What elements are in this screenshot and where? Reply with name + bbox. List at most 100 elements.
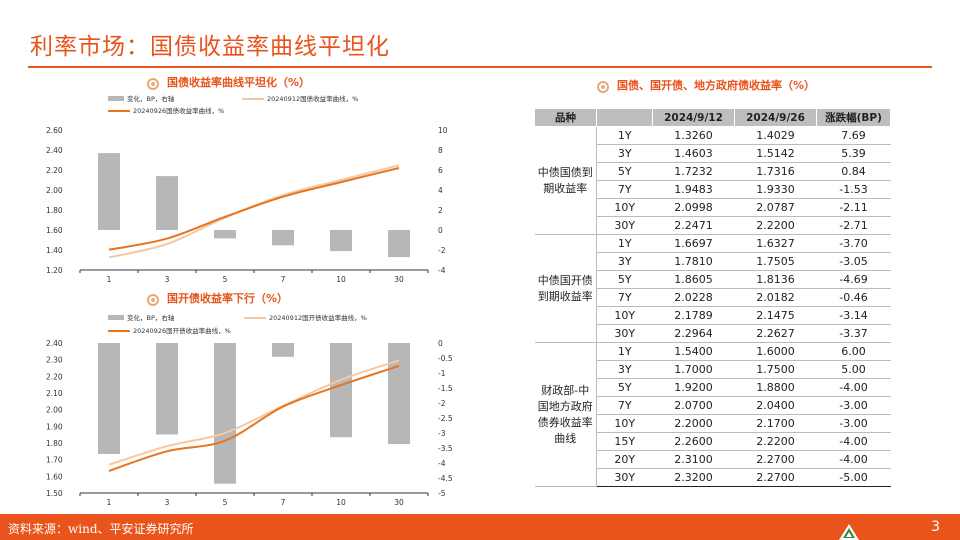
y-tick-label: 1.90 [46, 422, 63, 431]
page-title: 利率市场：国债收益率曲线平坦化 [30, 34, 390, 60]
value-0926-cell: 2.2700 [734, 468, 817, 487]
change-cell: -4.00 [816, 432, 891, 451]
y-tick-label: 2.60 [46, 126, 63, 135]
table-row: 30Y 2.2964 2.2627 -3.37 [535, 324, 891, 343]
bar-change [329, 343, 353, 438]
x-tick-label: 5 [223, 275, 228, 284]
value-0926-cell: 2.0787 [734, 198, 817, 217]
table-row: 10Y 2.0998 2.0787 -2.11 [535, 198, 891, 217]
value-0926-cell: 2.0182 [734, 288, 817, 307]
bar-change [271, 230, 295, 246]
value-0926-cell: 1.8136 [734, 270, 817, 289]
table-row: 中债国债到期收益率 1Y 1.3260 1.4029 7.69 [534, 126, 891, 235]
line-series-0912 [108, 359, 400, 466]
value-0912-cell: 1.4603 [652, 144, 735, 163]
y-tick-label: 1.20 [46, 266, 63, 275]
value-0926-cell: 2.2700 [734, 450, 817, 469]
footer-bar [0, 514, 960, 540]
tenor-cell: 5Y [596, 162, 653, 181]
y2-tick-label: 2 [438, 206, 443, 215]
change-cell: -2.11 [816, 198, 891, 217]
value-0926-cell: 2.2200 [734, 432, 817, 451]
y-tick-label: 2.10 [46, 389, 63, 398]
table-row: 5Y 1.8605 1.8136 -4.69 [535, 270, 891, 289]
y-tick-label: 1.40 [46, 246, 63, 255]
value-0926-cell: 1.7316 [734, 162, 817, 181]
y-tick-label: 2.40 [46, 146, 63, 155]
value-0912-cell: 2.0228 [652, 288, 735, 307]
tenor-cell: 1Y [596, 342, 653, 361]
y2-tick-label: 6 [438, 166, 443, 175]
table-row: 10Y 2.1789 2.1475 -3.14 [535, 306, 891, 325]
page-number: 3 [931, 519, 940, 535]
change-cell: -3.70 [816, 234, 891, 253]
y2-tick-label: -1.5 [438, 384, 453, 393]
tenor-cell: 10Y [596, 414, 653, 433]
value-0912-cell: 2.3200 [652, 468, 735, 487]
table-title-text: 国债、国开债、地方政府债收益率（%） [617, 79, 816, 92]
legend-label-bar: 变化，BP，右轴 [127, 94, 175, 103]
value-0926-cell: 1.5142 [734, 144, 817, 163]
tenor-cell: 30Y [596, 216, 653, 235]
table-row: 中债国开债到期收益率 1Y 1.6697 1.6327 -3.70 [534, 234, 891, 343]
tenor-cell: 3Y [596, 360, 653, 379]
y2-tick-label: -1 [438, 369, 446, 378]
y-tick-label: 1.60 [46, 472, 63, 481]
bar-change [155, 176, 179, 230]
legend-swatch-bar [108, 315, 124, 320]
change-cell: 6.00 [816, 342, 891, 361]
header-variety: 品种 [534, 108, 597, 127]
bar-change [329, 230, 353, 252]
legend-label-line-0912: 20240912国开债收益率曲线，% [269, 313, 367, 322]
value-0912-cell: 2.2000 [652, 414, 735, 433]
legend-label-bar: 变化，BP，右轴 [127, 313, 175, 322]
change-cell: -1.53 [816, 180, 891, 199]
table-row: 30Y 2.3200 2.2700 -5.00 [535, 468, 891, 487]
y-tick-label: 1.50 [46, 489, 63, 498]
change-cell: -4.00 [816, 450, 891, 469]
y-tick-label: 2.00 [46, 406, 63, 415]
x-tick-label: 30 [394, 498, 404, 507]
line-series-0926 [108, 167, 400, 251]
value-0926-cell: 1.7505 [734, 252, 817, 271]
table-row: 7Y 1.9483 1.9330 -1.53 [535, 180, 891, 199]
y-tick-label: 2.20 [46, 166, 63, 175]
change-cell: 7.69 [816, 126, 891, 145]
circle-bullet-icon [147, 78, 159, 90]
header-tenor [596, 108, 653, 127]
change-cell: -4.00 [816, 378, 891, 397]
tenor-cell: 3Y [596, 144, 653, 163]
y-tick-label: 1.70 [46, 456, 63, 465]
x-tick-label: 1 [107, 498, 112, 507]
y-tick-label: 2.00 [46, 186, 63, 195]
y-tick-label: 2.30 [46, 356, 63, 365]
value-0926-cell: 1.9330 [734, 180, 817, 199]
y2-tick-label: 0 [438, 339, 443, 348]
table-body: 中债国债到期收益率 1Y 1.3260 1.4029 7.69 3Y 1.4603 1.514… [534, 126, 891, 487]
change-cell: 5.00 [816, 360, 891, 379]
value-0926-cell: 2.2627 [734, 324, 817, 343]
chart2-title: 国开债收益率下行（%） [147, 290, 288, 306]
y2-tick-label: -3.5 [438, 444, 453, 453]
value-0926-cell: 1.8800 [734, 378, 817, 397]
x-tick-label: 30 [394, 275, 404, 284]
bar-change [213, 343, 237, 484]
y2-tick-label: -4.5 [438, 474, 453, 483]
y-tick-label: 1.80 [46, 206, 63, 215]
y2-tick-label: 0 [438, 226, 443, 235]
value-0912-cell: 1.7810 [652, 252, 735, 271]
y2-tick-label: -4 [438, 459, 446, 468]
value-0912-cell: 1.5400 [652, 342, 735, 361]
x-tick-label: 10 [336, 275, 346, 284]
table-group-label: 中债国开债到期收益率 [534, 234, 597, 343]
table-row: 5Y 1.9200 1.8800 -4.00 [535, 378, 891, 397]
bar-change [387, 343, 411, 445]
change-cell: -3.00 [816, 396, 891, 415]
value-0912-cell: 1.7232 [652, 162, 735, 181]
value-0912-cell: 2.1789 [652, 306, 735, 325]
bar-change [387, 230, 411, 258]
change-cell: -3.05 [816, 252, 891, 271]
table-row: 财政部-中国地方政府债券收益率曲线 1Y 1.5400 1.6000 6.00 [534, 342, 891, 487]
table-group-label: 中债国债到期收益率 [534, 126, 597, 235]
change-cell: -5.00 [816, 468, 891, 487]
